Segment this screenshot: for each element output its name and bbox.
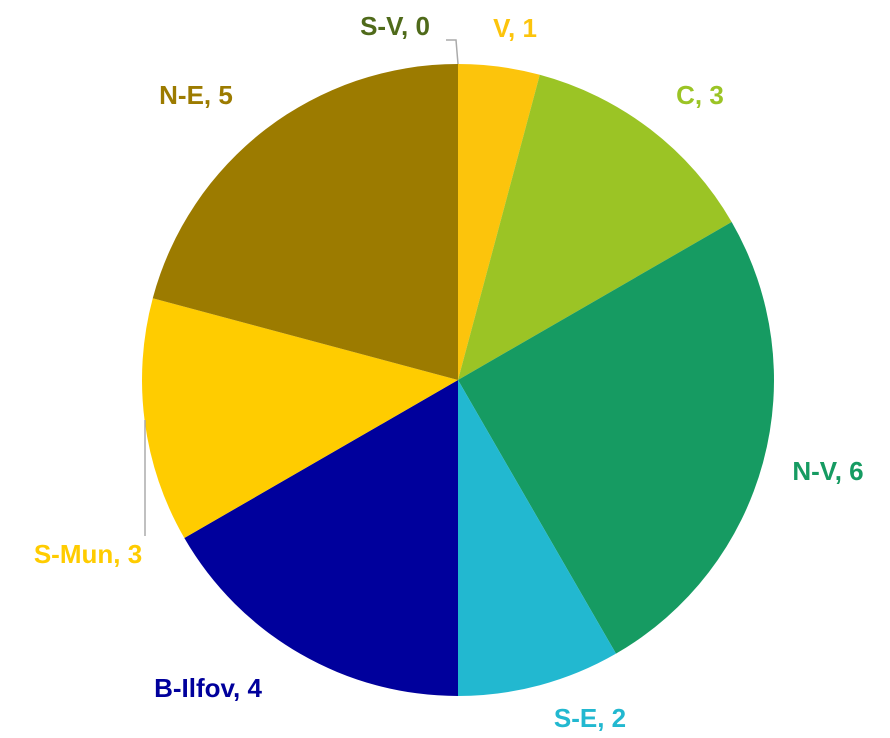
pie-slice — [458, 380, 616, 696]
data-label: S-E, 2 — [554, 703, 626, 733]
data-label: N-V, 6 — [792, 456, 863, 486]
leader-line — [446, 39, 459, 65]
data-label: S-Mun, 3 — [34, 539, 142, 569]
pie-slice — [141, 298, 458, 538]
data-label: S-V, 0 — [360, 11, 430, 41]
data-label: C, 3 — [676, 80, 724, 110]
data-label: B-Ilfov, 4 — [154, 673, 262, 703]
data-label: V, 1 — [493, 13, 537, 43]
pie-slice — [184, 380, 458, 696]
pie-slice — [458, 222, 774, 654]
data-label: N-E, 5 — [159, 80, 233, 110]
pie-slice — [458, 74, 732, 380]
pie-slice — [152, 63, 458, 380]
pie-slice — [458, 64, 540, 380]
